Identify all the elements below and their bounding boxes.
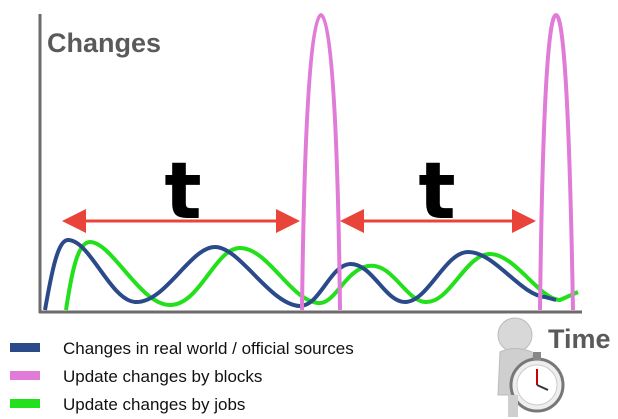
diagram: Changes t t Time Changes in real world /… (0, 0, 618, 419)
interval-label: t (418, 147, 455, 237)
legend-label: Update changes by blocks (63, 367, 262, 386)
legend-label: Changes in real world / official sources (63, 339, 354, 358)
block-spike (540, 15, 573, 310)
y-axis-label: Changes (47, 28, 161, 58)
x-axis-label: Time (548, 324, 611, 354)
block-spike (302, 15, 340, 310)
legend-swatch (10, 399, 40, 408)
legend-swatch (10, 371, 40, 380)
interval-label: t (164, 147, 201, 237)
legend-swatch (10, 343, 40, 352)
legend-label: Update changes by jobs (63, 395, 245, 414)
